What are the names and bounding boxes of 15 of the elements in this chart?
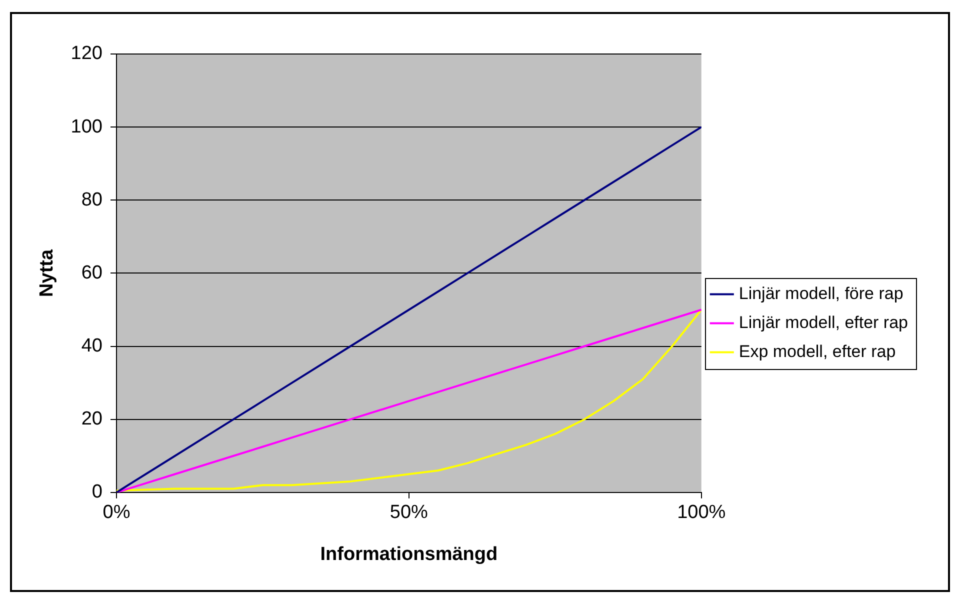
x-tick-label: 100% <box>677 502 726 524</box>
y-tick-label: 120 <box>70 43 102 64</box>
y-tick-label: 60 <box>81 262 102 284</box>
legend-label: Linjär modell, efter rap <box>738 312 908 332</box>
y-tick-label: 40 <box>81 336 102 356</box>
y-tick-label: 0 <box>92 482 102 503</box>
legend-label: Exp modell, efter rap <box>738 342 896 361</box>
y-tick-label: 20 <box>81 408 102 430</box>
y-axis-title: Nytta <box>36 249 58 297</box>
x-tick-label: 0% <box>102 502 130 524</box>
x-axis-title: Informationsmängd <box>320 544 498 565</box>
y-tick-label: 80 <box>81 189 102 210</box>
x-tick-label: 50% <box>390 502 428 524</box>
legend-label: Linjär modell, före rap <box>738 284 904 303</box>
y-tick-label: 100 <box>70 116 102 138</box>
